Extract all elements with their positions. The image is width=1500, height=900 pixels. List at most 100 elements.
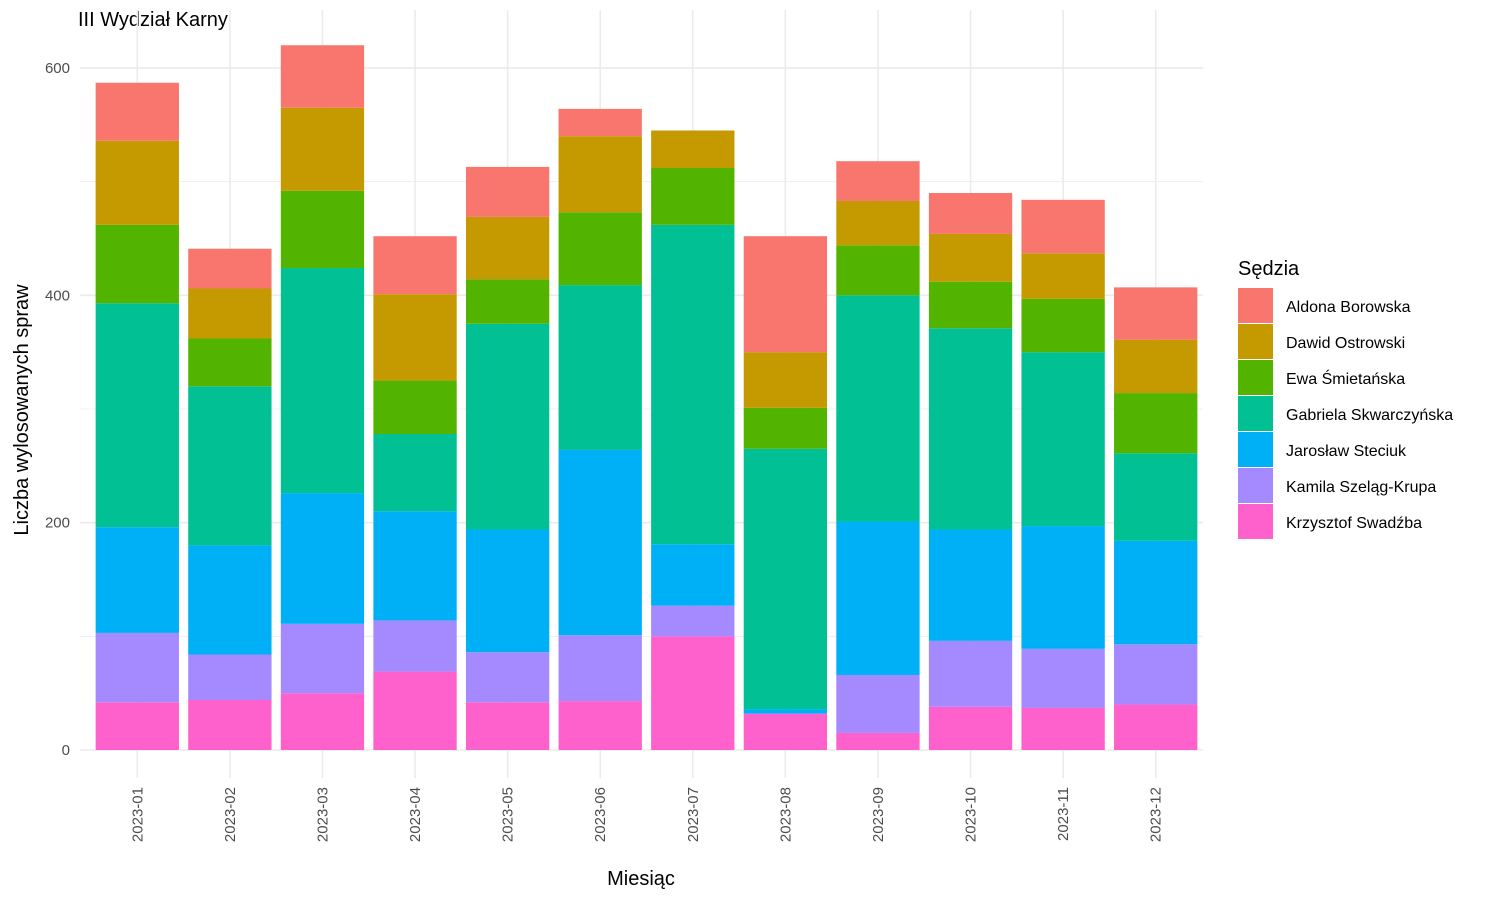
x-tick-label: 2023-09 xyxy=(870,787,887,842)
x-tick-label: 2023-08 xyxy=(777,787,794,842)
bar-segment xyxy=(836,200,920,246)
bar-segment xyxy=(188,654,272,700)
bar-segment xyxy=(373,380,457,434)
bar-segment xyxy=(1114,287,1198,340)
bar-segment xyxy=(743,407,828,449)
bar-segment xyxy=(1021,352,1105,527)
bar-segment xyxy=(651,130,735,169)
bar-segment xyxy=(95,632,179,703)
bar-segment xyxy=(95,140,179,225)
legend: Sędzia Aldona Borowska Dawid Ostrowski Ewa… xyxy=(1238,258,1453,539)
bar-segment xyxy=(1114,453,1198,541)
bar-segment xyxy=(928,640,1013,707)
bar-segment xyxy=(188,288,272,339)
bar-segment xyxy=(558,701,642,750)
bar-segment xyxy=(558,108,642,137)
legend-label: Aldona Borowska xyxy=(1286,299,1411,316)
legend-swatch xyxy=(1238,324,1273,359)
bar-segment xyxy=(280,493,365,624)
x-tick-label: 2023-03 xyxy=(314,787,331,842)
x-tick-label: 2023-04 xyxy=(407,787,424,842)
bar-segment xyxy=(188,248,272,289)
bar-segment xyxy=(1021,707,1105,750)
bar-segment xyxy=(928,281,1013,329)
bar-segment xyxy=(743,713,828,750)
bar-segment xyxy=(928,706,1013,750)
bar-segment xyxy=(836,674,920,733)
bar-segment xyxy=(928,529,1013,641)
bar-segment xyxy=(280,268,365,494)
y-tick-label: 0 xyxy=(62,742,70,759)
bar-segment xyxy=(95,224,179,304)
bars xyxy=(95,45,1198,750)
bar-segment xyxy=(95,303,179,528)
bar-segment xyxy=(280,45,365,108)
bar-segment xyxy=(373,236,457,295)
bar-segment xyxy=(1114,644,1198,705)
bar-segment xyxy=(1114,540,1198,645)
legend-label: Gabriela Skwarczyńska xyxy=(1286,407,1453,424)
bar-segment xyxy=(558,285,642,450)
x-axis-ticks: 2023-01 2023-02 2023-03 2023-04 2023-05 2023-… xyxy=(129,787,1164,842)
x-tick-label: 2023-06 xyxy=(592,787,609,842)
bar-segment xyxy=(465,323,550,530)
bar-segment xyxy=(743,448,828,710)
bar-segment xyxy=(95,527,179,633)
bar-segment xyxy=(465,279,550,324)
bar-segment xyxy=(1114,339,1198,394)
legend-swatch xyxy=(1238,360,1273,395)
bar-segment xyxy=(651,605,735,637)
legend-swatch xyxy=(1238,504,1273,539)
legend-title: Sędzia xyxy=(1238,258,1300,280)
bar-segment xyxy=(651,224,735,545)
legend-swatch xyxy=(1238,288,1273,323)
legend-swatch xyxy=(1238,396,1273,431)
x-tick-label: 2023-02 xyxy=(222,787,239,842)
bar-segment xyxy=(1021,253,1105,299)
legend-label: Krzysztof Swadźba xyxy=(1286,515,1422,532)
bar-segment xyxy=(465,216,550,280)
chart-title: III Wydział Karny xyxy=(78,9,228,31)
bar-segment xyxy=(465,652,550,703)
bar-segment xyxy=(558,136,642,213)
bar-segment xyxy=(836,521,920,675)
x-tick-label: 2023-11 xyxy=(1055,787,1072,841)
bar-segment xyxy=(465,529,550,653)
bar-segment xyxy=(651,544,735,606)
bar-segment xyxy=(1114,704,1198,750)
bar-segment xyxy=(558,212,642,286)
legend-label: Dawid Ostrowski xyxy=(1286,335,1405,352)
bar-segment xyxy=(465,702,550,750)
legend-label: Jarosław Steciuk xyxy=(1286,443,1407,460)
x-tick-label: 2023-07 xyxy=(685,787,702,842)
bar-segment xyxy=(280,693,365,750)
x-tick-label: 2023-10 xyxy=(963,787,980,842)
x-tick-label: 2023-01 xyxy=(129,787,146,842)
legend-swatch xyxy=(1238,468,1273,503)
bar-segment xyxy=(188,699,272,750)
bar-segment xyxy=(836,295,920,522)
bar-segment xyxy=(280,107,365,191)
bar-segment xyxy=(373,433,457,512)
legend-label: Kamila Szeląg-Krupa xyxy=(1286,479,1436,496)
y-axis-title: Liczba wylosowanych spraw xyxy=(11,284,33,536)
bar-segment xyxy=(928,328,1013,530)
legend-label: Ewa Śmietańska xyxy=(1286,369,1405,388)
y-axis-ticks: 0 200 400 600 xyxy=(45,60,70,759)
legend-swatch xyxy=(1238,432,1273,467)
bar-segment xyxy=(743,236,828,353)
bar-segment xyxy=(836,245,920,296)
x-tick-label: 2023-05 xyxy=(500,787,517,842)
bar-segment xyxy=(373,511,457,621)
bar-segment xyxy=(928,193,1013,234)
bar-segment xyxy=(1021,526,1105,649)
y-tick-label: 200 xyxy=(45,515,70,532)
y-tick-label: 600 xyxy=(45,60,70,77)
bar-segment xyxy=(928,233,1013,282)
bar-segment xyxy=(188,338,272,387)
bar-segment xyxy=(373,620,457,672)
x-axis-title: Miesiąc xyxy=(607,868,675,890)
bar-segment xyxy=(465,166,550,217)
bar-segment xyxy=(373,671,457,750)
